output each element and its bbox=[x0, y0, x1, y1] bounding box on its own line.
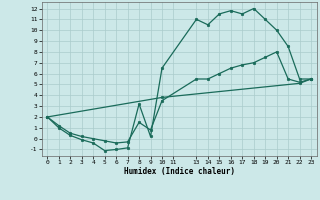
X-axis label: Humidex (Indice chaleur): Humidex (Indice chaleur) bbox=[124, 167, 235, 176]
